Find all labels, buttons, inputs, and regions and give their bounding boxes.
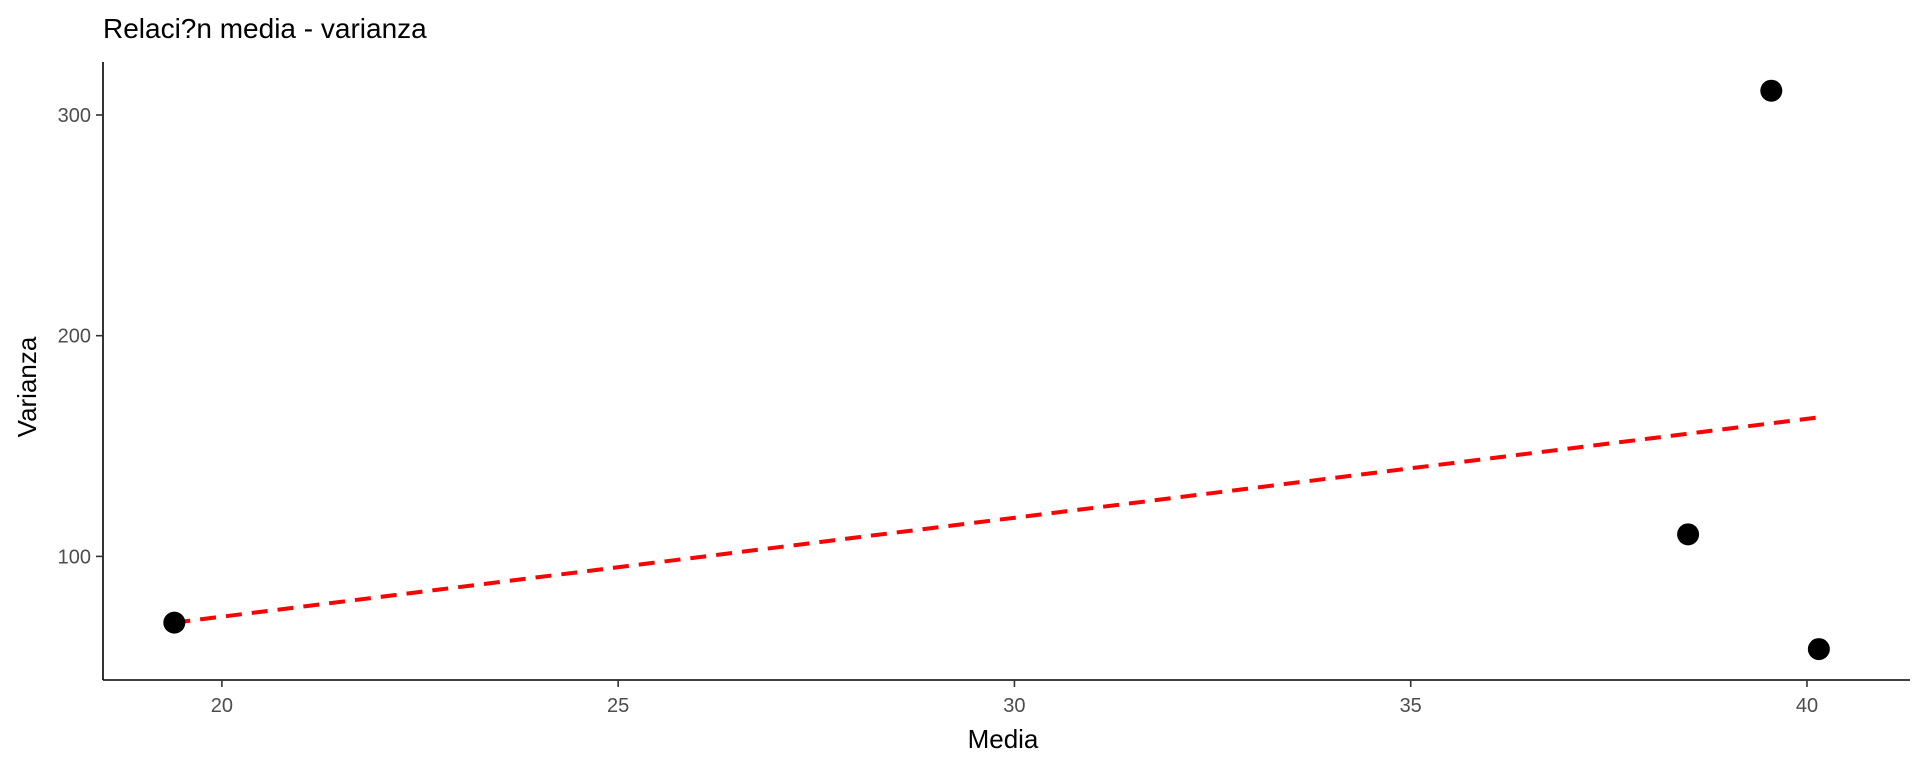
x-tick-label: 30 (1003, 695, 1025, 717)
y-tick-label: 100 (58, 546, 91, 568)
fit-line-layer (174, 415, 1820, 625)
data-point (1677, 523, 1700, 546)
x-tick-label: 20 (211, 695, 233, 717)
y-axis-label: Varianza (12, 336, 42, 437)
plot-area: 20 25 30 35 40 100 200 300 (58, 62, 1910, 717)
x-tick-label: 25 (607, 695, 629, 717)
x-axis-ticks: 20 25 30 35 40 (211, 680, 1818, 717)
data-point (1807, 638, 1830, 661)
x-tick-label: 35 (1400, 695, 1422, 717)
x-axis-label: Media (968, 724, 1039, 754)
x-tick-label: 40 (1796, 695, 1818, 717)
y-axis-ticks: 100 200 300 (58, 105, 103, 568)
y-tick-label: 300 (58, 105, 91, 127)
data-point (163, 611, 186, 634)
trend-line (174, 415, 1820, 625)
points-layer (163, 79, 1830, 661)
data-point (1760, 79, 1783, 102)
chart-title: Relaci?n media - varianza (103, 13, 427, 44)
y-tick-label: 200 (58, 326, 91, 348)
